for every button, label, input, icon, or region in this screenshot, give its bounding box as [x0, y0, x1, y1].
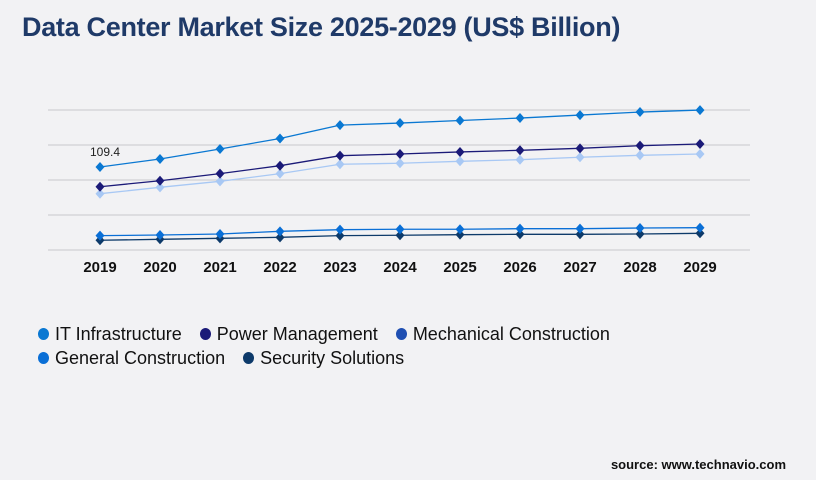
data-point	[515, 229, 525, 240]
data-point	[575, 223, 585, 234]
data-label: 109.4	[90, 145, 120, 159]
data-point	[395, 118, 405, 129]
chart-title: Data Center Market Size 2025-2029 (US$ B…	[22, 12, 621, 42]
data-point	[455, 224, 465, 235]
x-tick-label: 2021	[203, 259, 236, 276]
data-point	[155, 154, 165, 165]
data-point	[515, 154, 525, 165]
x-tick-label: 2023	[323, 259, 356, 276]
data-point	[395, 230, 405, 241]
data-point	[155, 229, 165, 240]
data-point	[95, 181, 105, 192]
data-point	[95, 188, 105, 199]
data-point	[455, 229, 465, 240]
data-point	[275, 160, 285, 171]
data-point	[395, 224, 405, 235]
legend-label: Security Solutions	[260, 347, 405, 368]
data-point	[455, 146, 465, 157]
data-point	[575, 143, 585, 154]
data-point	[275, 226, 285, 237]
data-point	[635, 150, 645, 161]
legend: IT Infrastructure Power Management Mechani…	[38, 322, 628, 370]
data-point	[455, 156, 465, 167]
data-point	[215, 228, 225, 239]
data-point	[575, 110, 585, 121]
legend-marker-icon	[243, 352, 255, 364]
data-point	[335, 150, 345, 161]
data-point	[335, 224, 345, 235]
legend-marker-icon	[199, 328, 211, 340]
legend-label: Power Management	[216, 323, 378, 344]
data-point	[95, 161, 105, 172]
data-point	[395, 149, 405, 160]
data-point	[635, 140, 645, 151]
data-point	[695, 222, 705, 233]
x-tick-label: 2027	[563, 259, 596, 276]
data-point	[215, 144, 225, 155]
data-point	[95, 230, 105, 241]
data-point	[275, 232, 285, 243]
data-point	[395, 158, 405, 169]
data-point	[455, 115, 465, 126]
legend-marker-icon	[38, 352, 49, 364]
data-point	[695, 149, 705, 160]
x-tick-label: 2028	[623, 259, 656, 276]
legend-item: General Construction	[38, 348, 225, 369]
legend-marker-icon	[395, 328, 407, 340]
data-point	[335, 230, 345, 241]
data-point	[275, 168, 285, 179]
x-tick-label: 2024	[383, 259, 417, 276]
data-point	[215, 168, 225, 179]
data-point	[575, 152, 585, 163]
x-tick-label: 2029	[683, 259, 716, 276]
data-point	[575, 229, 585, 240]
x-tick-label: 2026	[503, 259, 536, 276]
x-tick-label: 2020	[143, 259, 176, 276]
legend-label: IT Infrastructure	[55, 323, 182, 344]
data-point	[635, 107, 645, 118]
data-point	[335, 120, 345, 131]
data-point	[155, 182, 165, 193]
x-tick-label: 2022	[263, 259, 296, 276]
data-point	[515, 145, 525, 156]
data-point	[515, 113, 525, 124]
data-point	[515, 223, 525, 234]
data-point	[155, 175, 165, 186]
legend-label: General Construction	[55, 347, 226, 368]
data-point	[335, 159, 345, 170]
legend-item: Mechanical Construction	[395, 323, 610, 345]
legend-label: Mechanical Construction	[412, 323, 610, 344]
legend-item: Security Solutions	[243, 348, 404, 369]
data-point	[695, 228, 705, 239]
data-point	[695, 105, 705, 116]
data-point	[275, 133, 285, 144]
data-point	[695, 138, 705, 149]
legend-item: IT Infrastructure	[38, 324, 182, 345]
line-chart: 2019 2020 2021 2022 2023 2024 2025 2026 2027 2028…	[48, 105, 750, 276]
x-tick-label: 2019	[83, 259, 116, 276]
legend-item: Power Management	[199, 323, 378, 345]
data-point	[635, 222, 645, 233]
source-credit: source: www.technavio.com	[610, 457, 786, 472]
x-tick-label: 2025	[443, 259, 476, 276]
data-point	[215, 176, 225, 187]
legend-marker-icon	[38, 328, 49, 340]
data-point	[635, 228, 645, 239]
